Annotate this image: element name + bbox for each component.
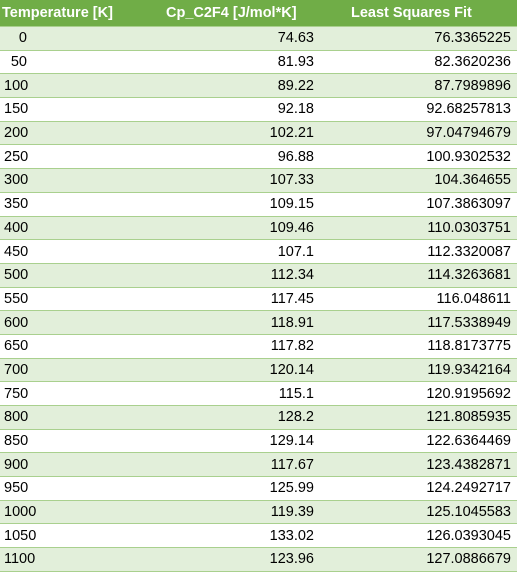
header-row: Temperature [K] Cp_C2F4 [J/mol*K] Least … [0, 0, 517, 27]
cell-least-squares-fit[interactable]: 100.9302532 [343, 144, 517, 170]
cell-least-squares-fit[interactable]: 87.7989896 [343, 73, 517, 99]
cell-cp-c2f4[interactable]: 117.67 [160, 452, 343, 478]
cell-least-squares-fit[interactable]: 127.0886679 [343, 547, 517, 572]
cell-cp-c2f4[interactable]: 125.99 [160, 476, 343, 501]
cell-cp-c2f4[interactable]: 117.82 [160, 334, 343, 359]
table-row: 1050 133.02 126.0393045 [0, 523, 517, 549]
table-row: 250 96.88 100.9302532 [0, 144, 517, 170]
cell-cp-c2f4[interactable]: 92.18 [160, 97, 343, 122]
header-temperature[interactable]: Temperature [K] [0, 0, 160, 27]
table-row: 200 102.21 97.04794679 [0, 121, 517, 146]
table-row: 500 112.34 114.3263681 [0, 263, 517, 288]
cell-cp-c2f4[interactable]: 117.45 [160, 287, 343, 312]
cell-least-squares-fit[interactable]: 118.8173775 [343, 334, 517, 359]
cell-temperature[interactable]: 400 [0, 216, 160, 241]
cell-cp-c2f4[interactable]: 89.22 [160, 73, 343, 99]
cell-cp-c2f4[interactable]: 74.63 [160, 26, 343, 51]
table-row: 750 115.1 120.9195692 [0, 381, 517, 406]
cell-cp-c2f4[interactable]: 115.1 [160, 381, 343, 406]
cell-cp-c2f4[interactable]: 128.2 [160, 405, 343, 430]
cell-least-squares-fit[interactable]: 126.0393045 [343, 523, 517, 549]
table-row: 650 117.82 118.8173775 [0, 334, 517, 359]
cell-temperature[interactable]: 0 [0, 26, 160, 51]
table-row: 600 118.91 117.5338949 [0, 310, 517, 335]
table-row: 50 81.93 82.3620236 [0, 50, 517, 75]
table-row: 850 129.14 122.6364469 [0, 429, 517, 454]
cell-least-squares-fit[interactable]: 116.048611 [343, 287, 517, 312]
cell-temperature[interactable]: 350 [0, 192, 160, 217]
cell-cp-c2f4[interactable]: 109.46 [160, 216, 343, 241]
cell-least-squares-fit[interactable]: 117.5338949 [343, 310, 517, 335]
cell-least-squares-fit[interactable]: 82.3620236 [343, 50, 517, 75]
cell-cp-c2f4[interactable]: 102.21 [160, 121, 343, 146]
cell-temperature[interactable]: 1100 [0, 547, 160, 572]
cell-temperature[interactable]: 750 [0, 381, 160, 406]
cell-least-squares-fit[interactable]: 119.9342164 [343, 358, 517, 383]
table-row: 900 117.67 123.4382871 [0, 452, 517, 478]
cell-least-squares-fit[interactable]: 104.364655 [343, 168, 517, 193]
table-body: 0 74.63 76.3365225 50 81.93 82.3620236 100 89.2… [0, 26, 517, 572]
table-row: 950 125.99 124.2492717 [0, 476, 517, 501]
table-row: 800 128.2 121.8085935 [0, 405, 517, 430]
cell-least-squares-fit[interactable]: 121.8085935 [343, 405, 517, 430]
cell-temperature[interactable]: 550 [0, 287, 160, 312]
cell-temperature[interactable]: 850 [0, 429, 160, 454]
cell-cp-c2f4[interactable]: 109.15 [160, 192, 343, 217]
cell-least-squares-fit[interactable]: 114.3263681 [343, 263, 517, 288]
cell-temperature[interactable]: 200 [0, 121, 160, 146]
cell-cp-c2f4[interactable]: 107.33 [160, 168, 343, 193]
cell-temperature[interactable]: 50 [0, 50, 160, 75]
table-row: 150 92.18 92.68257813 [0, 97, 517, 122]
table-row: 350 109.15 107.3863097 [0, 192, 517, 217]
table-row: 550 117.45 116.048611 [0, 287, 517, 312]
cell-temperature[interactable]: 250 [0, 144, 160, 170]
cell-temperature[interactable]: 700 [0, 358, 160, 383]
cell-temperature[interactable]: 500 [0, 263, 160, 288]
cell-cp-c2f4[interactable]: 129.14 [160, 429, 343, 454]
cell-cp-c2f4[interactable]: 96.88 [160, 144, 343, 170]
cell-least-squares-fit[interactable]: 112.3320087 [343, 239, 517, 264]
table-header: Temperature [K] Cp_C2F4 [J/mol*K] Least … [0, 0, 517, 27]
cell-cp-c2f4[interactable]: 133.02 [160, 523, 343, 549]
cell-least-squares-fit[interactable]: 125.1045583 [343, 500, 517, 525]
cell-least-squares-fit[interactable]: 76.3365225 [343, 26, 517, 51]
cell-cp-c2f4[interactable]: 123.96 [160, 547, 343, 572]
cell-cp-c2f4[interactable]: 119.39 [160, 500, 343, 525]
table-row: 400 109.46 110.0303751 [0, 216, 517, 241]
cell-least-squares-fit[interactable]: 92.68257813 [343, 97, 517, 122]
cell-least-squares-fit[interactable]: 123.4382871 [343, 452, 517, 478]
cell-temperature[interactable]: 1000 [0, 500, 160, 525]
cell-temperature[interactable]: 950 [0, 476, 160, 501]
cell-least-squares-fit[interactable]: 110.0303751 [343, 216, 517, 241]
table-row: 0 74.63 76.3365225 [0, 26, 517, 51]
table-row: 450 107.1 112.3320087 [0, 239, 517, 264]
cell-temperature[interactable]: 800 [0, 405, 160, 430]
table-row: 700 120.14 119.9342164 [0, 358, 517, 383]
cell-temperature[interactable]: 600 [0, 310, 160, 335]
cell-cp-c2f4[interactable]: 112.34 [160, 263, 343, 288]
cell-temperature[interactable]: 100 [0, 73, 160, 99]
cell-temperature[interactable]: 300 [0, 168, 160, 193]
header-least-squares-fit[interactable]: Least Squares Fit [343, 0, 517, 27]
cell-least-squares-fit[interactable]: 97.04794679 [343, 121, 517, 146]
table-row: 1100 123.96 127.0886679 [0, 547, 517, 572]
cell-temperature[interactable]: 650 [0, 334, 160, 359]
cell-temperature[interactable]: 450 [0, 239, 160, 264]
cell-temperature[interactable]: 1050 [0, 523, 160, 549]
table-row: 300 107.33 104.364655 [0, 168, 517, 193]
cell-temperature[interactable]: 900 [0, 452, 160, 478]
header-cp-c2f4[interactable]: Cp_C2F4 [J/mol*K] [160, 0, 343, 27]
cell-least-squares-fit[interactable]: 122.6364469 [343, 429, 517, 454]
table-row: 1000 119.39 125.1045583 [0, 500, 517, 525]
cell-least-squares-fit[interactable]: 124.2492717 [343, 476, 517, 501]
cell-cp-c2f4[interactable]: 107.1 [160, 239, 343, 264]
table-row: 100 89.22 87.7989896 [0, 73, 517, 99]
cell-temperature[interactable]: 150 [0, 97, 160, 122]
cell-cp-c2f4[interactable]: 118.91 [160, 310, 343, 335]
cell-least-squares-fit[interactable]: 120.9195692 [343, 381, 517, 406]
cell-cp-c2f4[interactable]: 120.14 [160, 358, 343, 383]
cell-cp-c2f4[interactable]: 81.93 [160, 50, 343, 75]
cell-least-squares-fit[interactable]: 107.3863097 [343, 192, 517, 217]
